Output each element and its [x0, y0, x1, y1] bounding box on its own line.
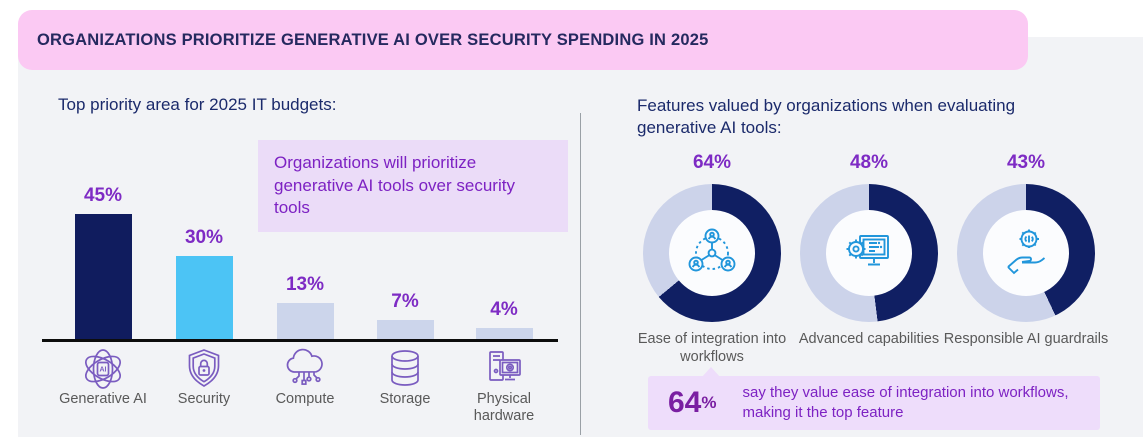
highlight-percent-sign: %	[701, 393, 717, 412]
headline-banner: ORGANIZATIONS PRIORITIZE GENERATIVE AI O…	[18, 10, 1028, 70]
donut-hole-ease-of-integration-into-workflows	[669, 210, 755, 296]
highlight-box: 64% say they value ease of integration i…	[648, 376, 1100, 430]
donut-ease-of-integration-into-workflows	[643, 184, 781, 322]
bar-label-compute: Compute	[275, 391, 335, 407]
hand-ai-icon	[995, 223, 1057, 283]
donut-value-ease-of-integration-into-workflows: 64%	[692, 152, 732, 173]
donut-value-advanced-capabilities: 48%	[849, 152, 889, 173]
svg-text:AI: AI	[100, 367, 107, 374]
bar-label-physical-hardware: Physical hardware	[473, 391, 535, 425]
donut-advanced-capabilities	[800, 184, 938, 322]
atom-ai-icon: AI	[77, 344, 129, 394]
cloud-compute-icon	[279, 344, 331, 394]
bar-compute	[276, 303, 334, 339]
highlight-value: 64	[668, 386, 702, 419]
bar-value-storage: 7%	[391, 291, 419, 312]
bar-storage	[376, 320, 434, 339]
donut-label-advanced-capabilities: Advanced capabilities	[798, 331, 940, 347]
donut-label-ease-of-integration-into-workflows: Ease of integration into workflows	[637, 331, 787, 366]
bar-physical-hardware	[475, 328, 533, 339]
bar-value-generative-ai: 45%	[83, 185, 123, 206]
database-icon	[379, 344, 431, 394]
bar-chart-axis	[42, 339, 558, 342]
shield-lock-icon	[178, 344, 230, 394]
donut-hole-responsible-ai-guardrails	[983, 210, 1069, 296]
people-network-icon	[681, 223, 743, 283]
bar-value-compute: 13%	[285, 274, 325, 295]
highlight-text: say they value ease of integration into …	[742, 383, 1069, 421]
callout-box: Organizations will prioritize generative…	[258, 140, 568, 232]
bar-label-security: Security	[177, 391, 231, 407]
desktop-pc-icon	[478, 344, 530, 394]
donut-label-responsible-ai-guardrails: Responsible AI guardrails	[943, 331, 1109, 347]
bar-label-storage: Storage	[379, 391, 431, 407]
section-divider	[580, 113, 581, 435]
bar-value-security: 30%	[184, 227, 224, 248]
donut-value-responsible-ai-guardrails: 43%	[1006, 152, 1046, 173]
donut-hole-advanced-capabilities	[826, 210, 912, 296]
bar-security	[175, 256, 233, 339]
gear-monitor-icon	[838, 224, 900, 282]
bar-generative-ai	[74, 214, 132, 339]
bar-value-physical-hardware: 4%	[490, 299, 518, 320]
bar-label-generative-ai: Generative AI	[59, 391, 147, 407]
donut-section-title: Features valued by organizations when ev…	[637, 96, 1016, 137]
donut-responsible-ai-guardrails	[957, 184, 1095, 322]
highlight-pointer	[702, 367, 720, 377]
callout-text: Organizations will prioritize generative…	[274, 153, 515, 218]
bar-chart-title: Top priority area for 2025 IT budgets:	[58, 95, 337, 114]
headline-title: ORGANIZATIONS PRIORITIZE GENERATIVE AI O…	[37, 30, 709, 49]
